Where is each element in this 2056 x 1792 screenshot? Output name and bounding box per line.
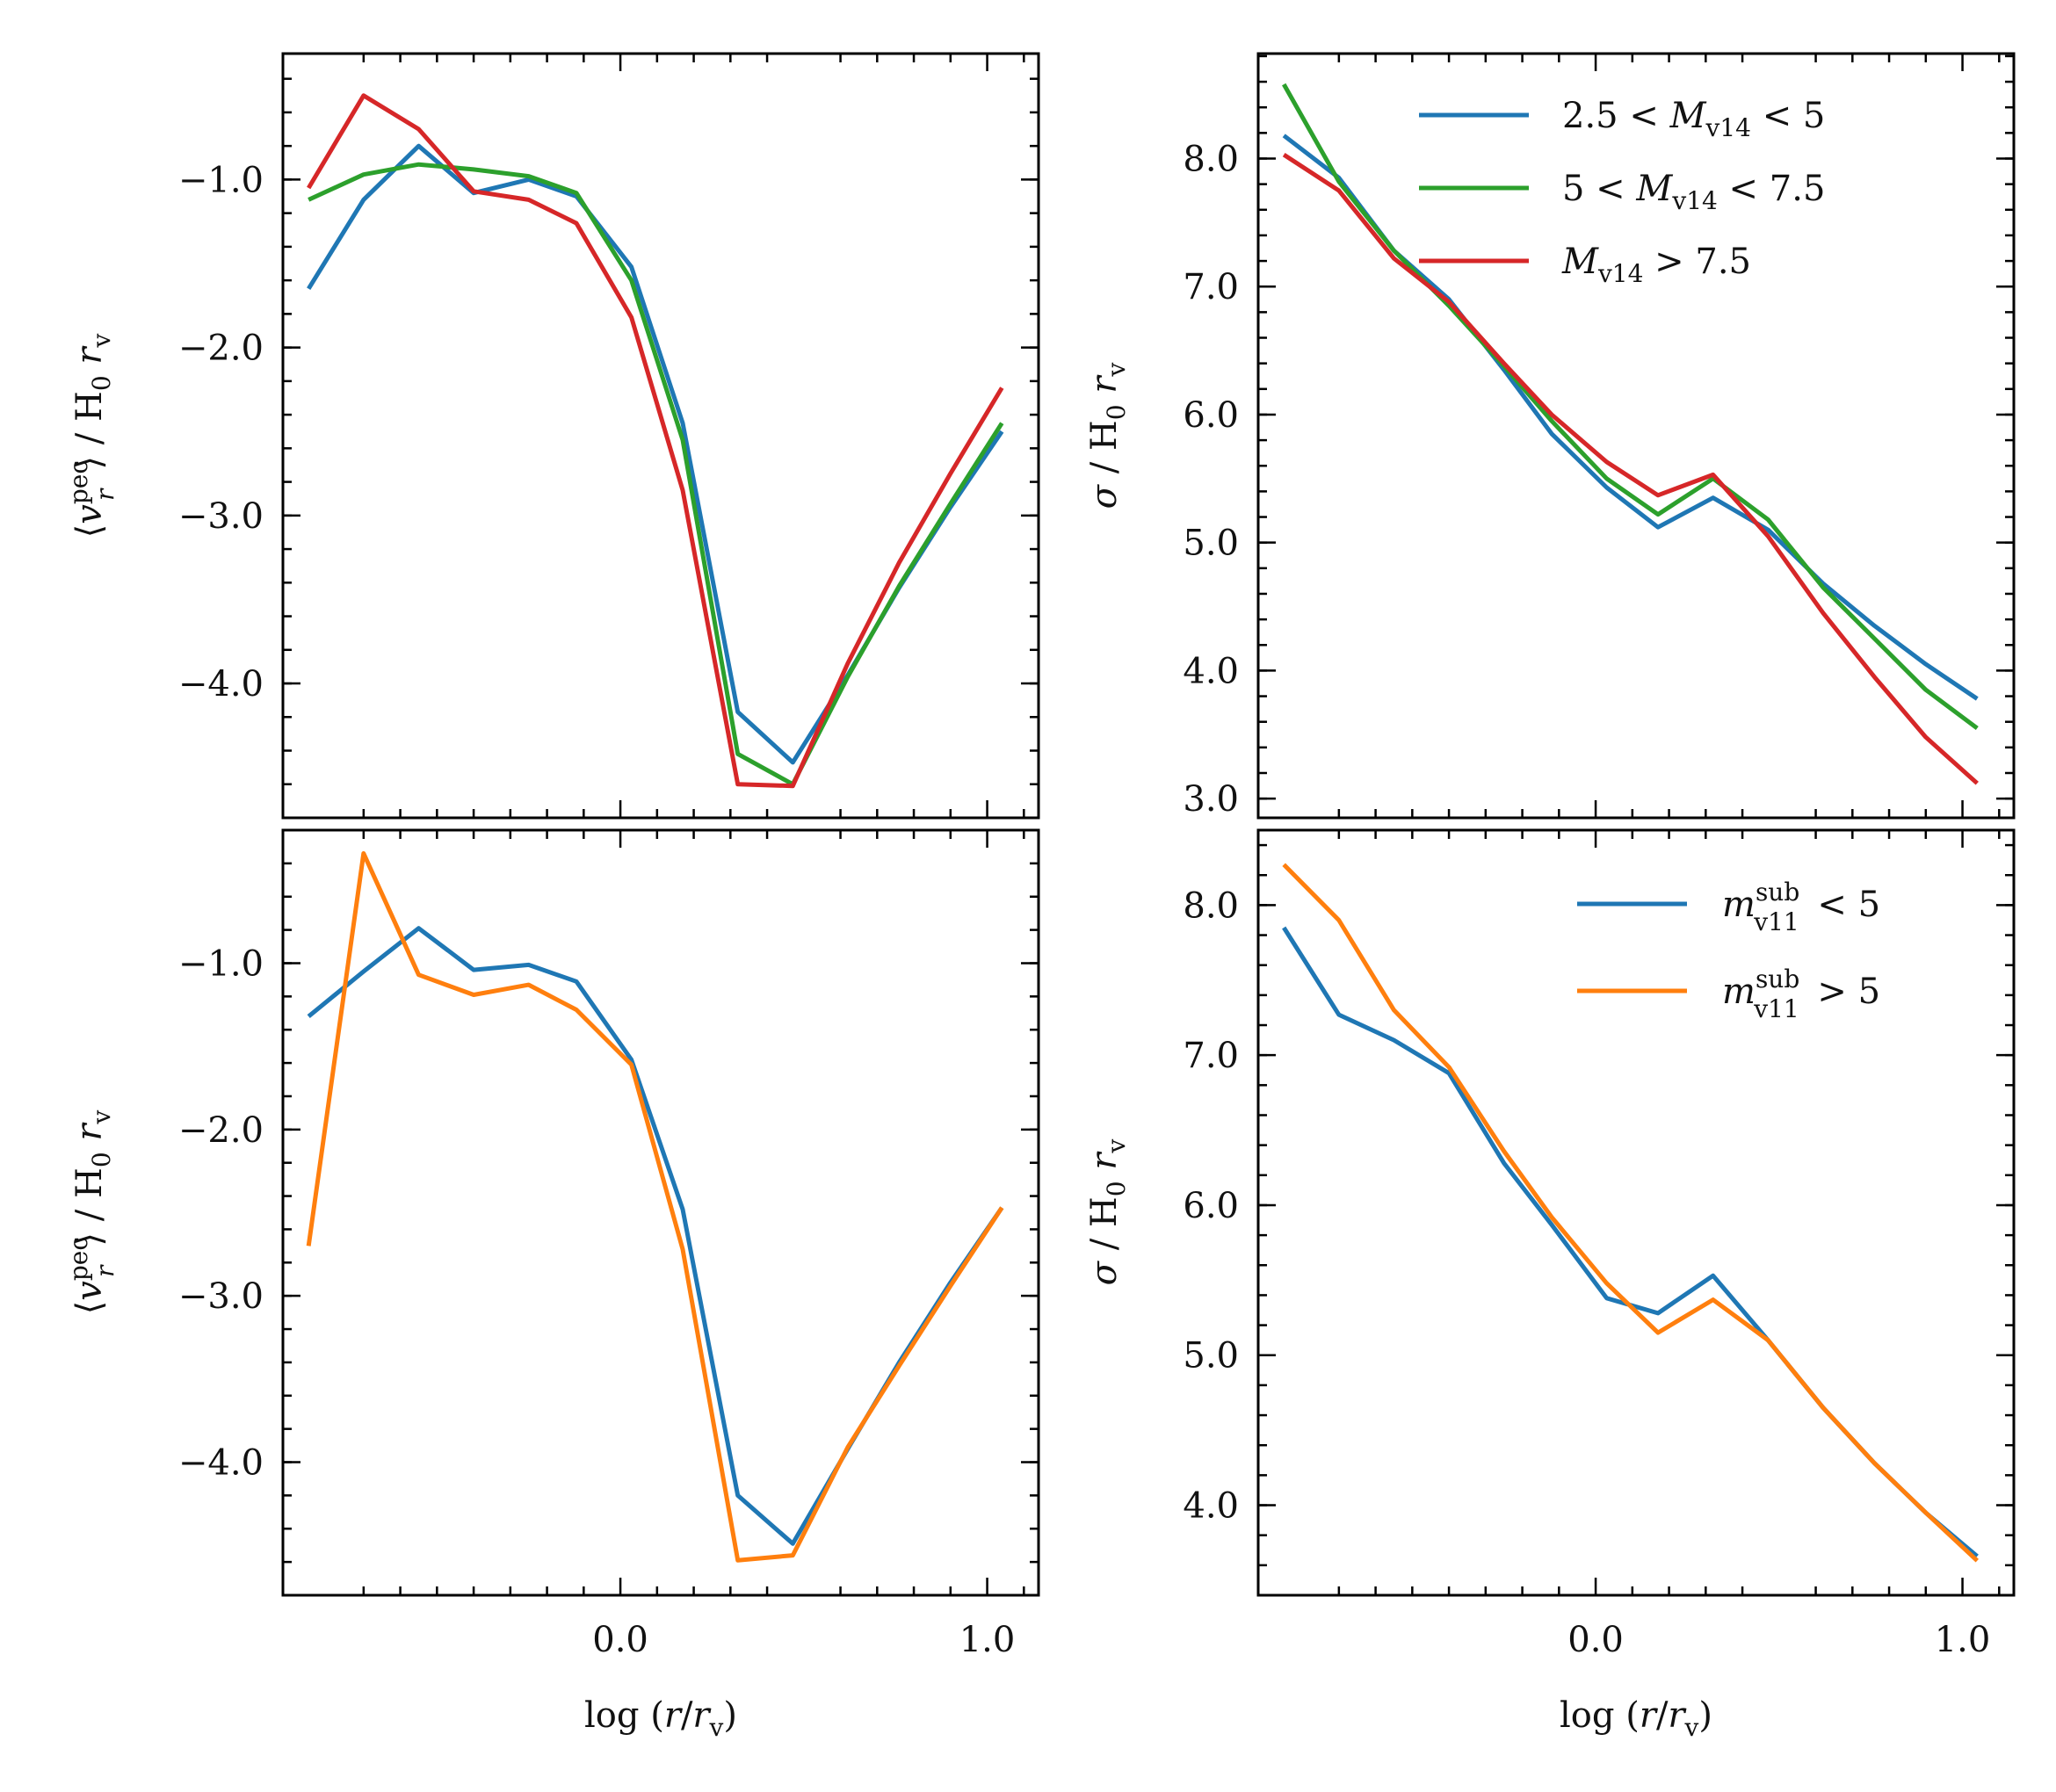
x-tick-label: 1.0 [1935,1620,1991,1660]
series-line-blue [307,143,1004,765]
y-tick-label: −1.0 [178,943,264,984]
y-tick-label: −3.0 [178,1276,264,1317]
y-tick-label: −4.0 [178,1443,264,1484]
x-tick-label: 1.0 [959,1620,1016,1660]
y-tick-label: −1.0 [178,160,264,200]
plot-frame [281,52,1040,820]
series-line-blue [1282,134,1979,701]
y-tick-label: 6.0 [1183,1186,1239,1226]
y-tick-label: −2.0 [178,1110,264,1151]
y-tick-label: 4.0 [1183,1486,1239,1527]
y-tick-label: 8.0 [1183,139,1239,179]
series-line-blue [307,926,1004,1546]
y-tick-label: 3.0 [1183,779,1239,820]
y-tick-label: 7.0 [1183,1036,1239,1076]
x-tick-label: 0.0 [1567,1620,1624,1660]
y-tick-label: 7.0 [1183,267,1239,307]
series-line-green [308,162,1004,787]
x-tick-label: 0.0 [592,1620,648,1660]
legend-label: 5 < Mv14 < 7.5 [1562,169,1825,215]
series-line-red [307,93,1004,789]
legend: 2.5 < Mv14 < 5 5 < Mv14 < 7.5 Mv14 > 7.5 [1419,96,1825,288]
y-tick-label: 5.0 [1183,1336,1239,1377]
y-axis-label: σ / H0 rv [1084,363,1131,509]
legend-label: 2.5 < Mv14 < 5 [1562,96,1825,142]
legend-label: msub v11 > 5 [1722,965,1880,1023]
y-tick-label: −2.0 [178,329,264,369]
y-axis-label: ⟨vpecr⟩ / H0 rv [64,333,119,538]
panel-bottom-right: 0.0 1.0 4.0 5.0 6.0 7.0 8.0 σ / H0 rv log (r/rv)… [1084,828,2016,1742]
y-tick-label: −4.0 [178,664,264,705]
x-axis-label: log (r/rv) [584,1695,737,1742]
series-line-green [1282,83,1979,731]
series-line-orange [1282,863,1980,1563]
plot-frame [281,828,1040,1597]
y-axis-label: σ / H0 rv [1084,1139,1131,1286]
plot-frame [1256,828,2016,1597]
plot-frame [1256,52,2016,820]
legend: msub v11 < 5 msub v11 > 5 [1577,878,1880,1023]
series-line-red [1282,153,1979,785]
panel-top-right: 3.0 4.0 5.0 6.0 7.0 8.0 σ / H0 rv 2.5 < Mv14 < … [1084,52,2016,820]
legend-label: Mv14 > 7.5 [1561,242,1751,288]
y-tick-label: 5.0 [1183,524,1239,564]
legend-label: msub v11 < 5 [1722,878,1880,936]
y-tick-label: 8.0 [1183,885,1239,926]
y-tick-label: 4.0 [1183,651,1239,691]
panel-top-left: −1.0 −2.0 −3.0 −4.0 ⟨vpecr⟩ / H0 rv [64,52,1040,820]
y-tick-label: 6.0 [1183,395,1239,436]
series-line-orange [306,851,1004,1563]
y-tick-label: −3.0 [178,496,264,537]
x-axis-label: log (r/rv) [1560,1695,1712,1742]
y-axis-label: ⟨vpecr⟩ / H0 rv [64,1109,119,1314]
panel-bottom-left: 0.0 1.0 −1.0 −2.0 −3.0 −4.0 ⟨vpecr⟩ / H0 rv log… [64,828,1040,1742]
